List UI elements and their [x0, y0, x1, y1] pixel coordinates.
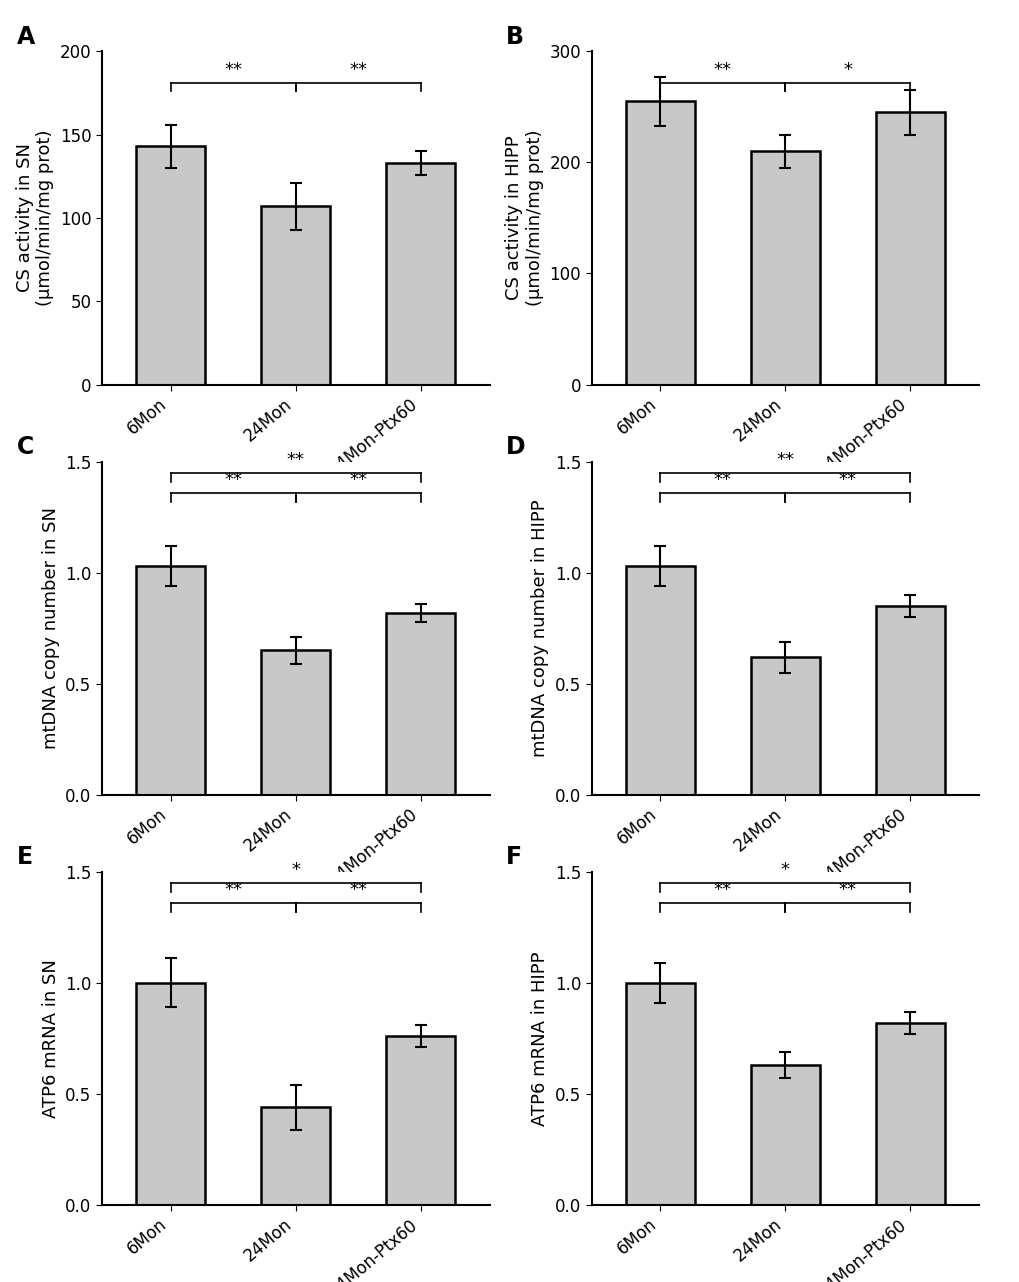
Y-axis label: ATP6 mRNA in SN: ATP6 mRNA in SN: [42, 959, 59, 1118]
Text: C: C: [16, 435, 34, 459]
Bar: [750, 658, 819, 795]
Bar: [137, 983, 205, 1205]
Bar: [261, 650, 330, 795]
Text: **: **: [775, 451, 794, 469]
Text: **: **: [838, 882, 856, 900]
Text: **: **: [348, 882, 367, 900]
Y-axis label: mtDNA copy number in HIPP: mtDNA copy number in HIPP: [531, 500, 548, 756]
Bar: [137, 146, 205, 385]
Text: **: **: [286, 451, 305, 469]
Text: F: F: [505, 845, 522, 869]
Bar: [750, 1065, 819, 1205]
Bar: [626, 101, 694, 385]
Y-axis label: CS activity in SN
(μmol/min/mg prot): CS activity in SN (μmol/min/mg prot): [15, 129, 54, 306]
Bar: [626, 565, 694, 795]
Text: E: E: [16, 845, 33, 869]
Text: *: *: [781, 862, 789, 879]
Y-axis label: ATP6 mRNA in HIPP: ATP6 mRNA in HIPP: [531, 951, 548, 1126]
Text: *: *: [843, 62, 852, 79]
Y-axis label: mtDNA copy number in SN: mtDNA copy number in SN: [42, 508, 59, 749]
Text: **: **: [224, 62, 243, 79]
Text: **: **: [713, 62, 732, 79]
Bar: [261, 1108, 330, 1205]
Text: **: **: [838, 472, 856, 490]
Bar: [386, 1036, 454, 1205]
Text: A: A: [16, 24, 35, 49]
Text: *: *: [291, 862, 300, 879]
Text: B: B: [505, 24, 524, 49]
Text: D: D: [505, 435, 526, 459]
Text: **: **: [713, 882, 732, 900]
Bar: [626, 983, 694, 1205]
Text: **: **: [713, 472, 732, 490]
Bar: [386, 163, 454, 385]
Bar: [875, 1023, 944, 1205]
Text: **: **: [348, 62, 367, 79]
Bar: [137, 565, 205, 795]
Y-axis label: CS activity in HIPP
(μmol/min/mg prot): CS activity in HIPP (μmol/min/mg prot): [504, 129, 543, 306]
Text: **: **: [224, 882, 243, 900]
Text: **: **: [348, 472, 367, 490]
Bar: [261, 206, 330, 385]
Bar: [875, 606, 944, 795]
Bar: [875, 113, 944, 385]
Text: **: **: [224, 472, 243, 490]
Bar: [750, 151, 819, 385]
Bar: [386, 613, 454, 795]
